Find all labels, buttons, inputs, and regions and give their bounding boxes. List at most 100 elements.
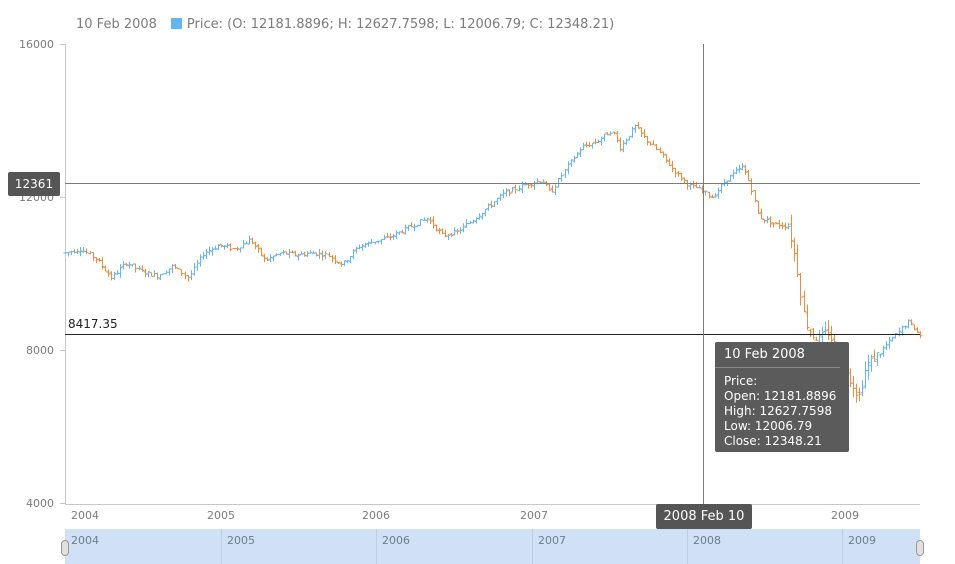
ohlc-bar <box>296 253 301 261</box>
ohlc-bar <box>256 243 261 253</box>
x-tick-label: 2006 <box>362 509 390 522</box>
ohlc-bar <box>109 271 114 281</box>
ohlc-bar <box>848 368 853 388</box>
ohlc-bar <box>483 208 488 217</box>
ohlc-bar <box>118 264 123 278</box>
ohlc-bar <box>890 336 895 342</box>
ohlc-bar <box>737 164 742 174</box>
ohlc-bar <box>765 216 770 224</box>
x-tick-label: 2007 <box>520 509 548 522</box>
ohlc-bar <box>94 257 99 264</box>
ohlc-bar <box>517 185 522 192</box>
ohlc-bar <box>422 217 427 221</box>
ohlc-bar <box>268 254 273 263</box>
ohlc-bar <box>471 219 476 224</box>
ohlc-bar <box>556 177 561 188</box>
ohlc-bar <box>146 270 151 278</box>
y-tick-label: 16000 <box>19 38 54 51</box>
ohlc-bar <box>489 200 494 209</box>
ohlc-bar <box>391 234 396 240</box>
tooltip-open: Open: 12181.8896 <box>724 389 837 403</box>
ohlc-bar <box>195 259 200 271</box>
ohlc-bar <box>893 333 898 339</box>
ohlc-bar <box>777 219 782 229</box>
ohlc-bar <box>599 136 604 146</box>
ohlc-bar <box>409 221 414 228</box>
ohlc-bar <box>97 257 102 262</box>
ohlc-bar <box>762 218 767 224</box>
ohlc-bar <box>186 274 191 282</box>
ohlc-bar <box>143 268 148 278</box>
ohlc-bar <box>605 132 610 136</box>
ohlc-bar <box>612 131 617 135</box>
ohlc-bar <box>400 229 405 234</box>
ohlc-bar <box>559 172 564 182</box>
ohlc-bar <box>673 168 678 178</box>
ohlc-bar <box>403 224 408 235</box>
ohlc-bar <box>753 189 758 203</box>
ohlc-bar <box>584 141 589 148</box>
ohlc-bar <box>412 223 417 232</box>
ohlc-bar <box>694 181 699 189</box>
ohlc-bar <box>265 257 270 261</box>
ohlc-bar <box>425 218 430 223</box>
ohlc-bar <box>342 260 347 266</box>
ohlc-bar <box>207 246 212 256</box>
ohlc-bar <box>388 233 393 241</box>
ohlc-bar <box>366 241 371 247</box>
ohlc-bar <box>615 131 620 143</box>
legend-date: 10 Feb 2008 <box>76 17 157 32</box>
ohlc-bar <box>716 187 721 199</box>
ohlc-bar <box>563 169 568 179</box>
ohlc-bar <box>103 265 108 272</box>
scroller-left-handle[interactable] <box>61 540 69 556</box>
ohlc-bar <box>878 353 883 358</box>
ohlc-bar <box>906 319 911 329</box>
ohlc-bar <box>661 151 666 158</box>
ohlc-bar <box>357 244 362 250</box>
ohlc-bar <box>495 197 500 205</box>
ohlc-bar <box>431 216 436 229</box>
range-scroller[interactable] <box>65 529 920 564</box>
tooltip-series: Price: <box>724 374 758 388</box>
ohlc-bar <box>786 223 791 230</box>
ohlc-bar <box>771 222 776 228</box>
ohlc-bar <box>792 237 797 262</box>
ohlc-bar <box>415 224 420 228</box>
ohlc-bar <box>124 262 129 267</box>
ohlc-bar <box>115 269 120 275</box>
ohlc-bar <box>746 169 751 182</box>
ohlc-bar <box>302 251 307 257</box>
ohlc-tooltip: 10 Feb 2008 Price: Open: 12181.8896 High… <box>715 342 849 452</box>
ohlc-bar <box>91 251 96 261</box>
ohlc-bar <box>155 272 160 280</box>
tooltip-close: Close: 12348.21 <box>724 434 822 448</box>
ohlc-bar <box>759 208 764 220</box>
ohlc-bar <box>783 222 788 231</box>
ohlc-bar <box>670 160 675 173</box>
ohlc-bar <box>253 241 258 250</box>
ohlc-bar <box>863 361 868 389</box>
ohlc-bar <box>851 375 856 398</box>
ohlc-bar <box>872 349 877 362</box>
ohlc-bar <box>713 193 718 198</box>
ohlc-bar <box>127 261 132 269</box>
ohlc-bar <box>382 234 387 241</box>
ohlc-bar <box>170 264 175 274</box>
ohlc-bar <box>216 244 221 250</box>
ohlc-bar <box>768 216 773 228</box>
ohlc-bar <box>513 184 518 194</box>
scroller-label: 2005 <box>227 534 255 547</box>
scroller-right-handle[interactable] <box>916 540 924 556</box>
ohlc-bar <box>317 249 322 260</box>
ohlc-bar <box>728 174 733 182</box>
ohlc-bar <box>734 166 739 175</box>
ohlc-bar <box>667 158 672 167</box>
ohlc-bar <box>259 247 264 257</box>
ohlc-bar <box>84 248 89 254</box>
ohlc-bar <box>581 142 586 150</box>
ohlc-bar <box>826 320 831 340</box>
ohlc-bar <box>805 304 810 331</box>
tooltip-title: 10 Feb 2008 <box>715 342 840 368</box>
